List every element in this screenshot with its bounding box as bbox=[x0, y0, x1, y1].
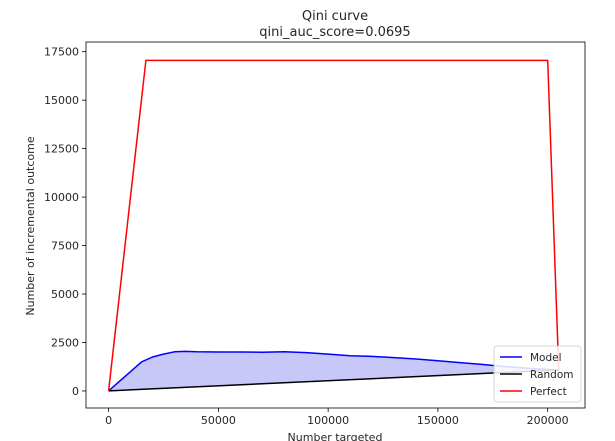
x-tick-label: 200000 bbox=[527, 414, 569, 427]
y-tick-label: 10000 bbox=[44, 191, 79, 204]
y-tick-label: 17500 bbox=[44, 46, 79, 59]
y-axis-label: Number of incremental outcome bbox=[24, 136, 37, 315]
x-tick-label: 100000 bbox=[307, 414, 349, 427]
x-tick-label: 150000 bbox=[417, 414, 459, 427]
series-line-perfect bbox=[107, 59, 560, 391]
model-area-fill bbox=[108, 351, 559, 391]
series-line-random bbox=[108, 369, 559, 392]
legend: Model Random Perfect bbox=[493, 345, 582, 403]
legend-box bbox=[493, 345, 582, 403]
y-tick-label: 7500 bbox=[51, 240, 79, 253]
plot-area: 0 50000 100000 150000 200000 0 2500 5000 7500 100… bbox=[44, 41, 586, 427]
y-tick-label: 5000 bbox=[51, 288, 79, 301]
y-tick-label: 15000 bbox=[44, 94, 79, 107]
chart-title: Qini curve bbox=[302, 9, 368, 24]
x-tick-label: 0 bbox=[105, 414, 112, 427]
y-tick-label: 12500 bbox=[44, 143, 79, 156]
x-tick-label: 50000 bbox=[201, 414, 236, 427]
legend-label-perfect: Perfect bbox=[530, 386, 567, 398]
x-axis-label: Number targeted bbox=[288, 431, 383, 441]
y-tick-label: 2500 bbox=[51, 336, 79, 349]
plot-frame bbox=[85, 41, 586, 409]
legend-label-random: Random bbox=[530, 369, 573, 381]
chart-subtitle: qini_auc_score=0.0695 bbox=[259, 25, 410, 40]
series-line-model bbox=[108, 350, 559, 392]
legend-label-model: Model bbox=[530, 352, 562, 364]
y-tick-label: 0 bbox=[72, 385, 79, 398]
